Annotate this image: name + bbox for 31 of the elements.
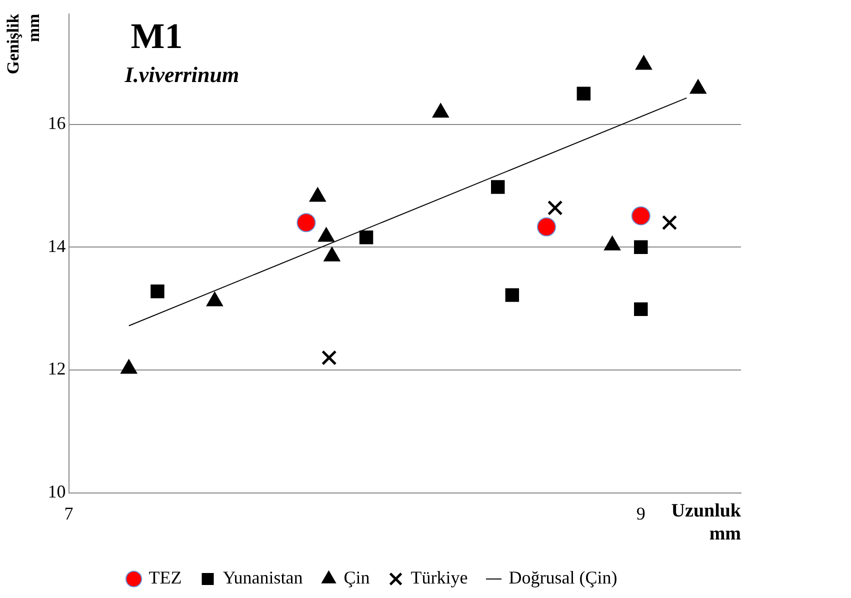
- point: [536, 217, 556, 236]
- chart-title: M1: [130, 16, 183, 56]
- point: [296, 213, 316, 232]
- point: [631, 206, 650, 226]
- point: [359, 230, 374, 244]
- x-tick-label: 7: [64, 503, 74, 524]
- point: [321, 350, 337, 366]
- legend-label: Türkiye: [410, 568, 468, 588]
- legend-label: Çin: [344, 568, 370, 588]
- point: [547, 200, 563, 216]
- point: [634, 240, 648, 254]
- y-tick-label: 14: [48, 236, 66, 256]
- point: [505, 288, 520, 302]
- point: [635, 55, 652, 70]
- point: [150, 284, 164, 298]
- x-tick-label: 9: [636, 503, 646, 524]
- y-tick-label: 10: [48, 482, 66, 502]
- point: [690, 79, 706, 94]
- point: [576, 86, 591, 100]
- y-tick-label: 16: [48, 113, 66, 134]
- text: I.viverrinum: [124, 62, 240, 87]
- point: [634, 302, 648, 316]
- legend-label: Doğrusal (Çin): [508, 568, 618, 588]
- y-axis-title: Genişlik mm: [4, 13, 43, 74]
- point: [432, 103, 449, 118]
- x-axis-title: Uzunluk mm: [671, 500, 742, 545]
- legend-label: Yunanistan: [222, 568, 303, 588]
- y-tick-label: 12: [48, 358, 66, 379]
- legend-label: TEZ: [148, 568, 182, 588]
- point: [491, 180, 505, 194]
- point: [662, 214, 678, 230]
